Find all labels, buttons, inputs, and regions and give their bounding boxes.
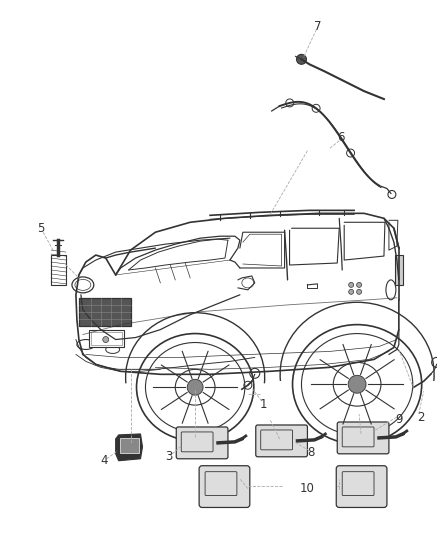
- Text: 7: 7: [314, 20, 321, 33]
- FancyBboxPatch shape: [120, 439, 139, 453]
- Polygon shape: [116, 434, 142, 461]
- Text: 8: 8: [308, 446, 315, 459]
- FancyBboxPatch shape: [199, 466, 250, 507]
- FancyBboxPatch shape: [256, 425, 307, 457]
- Circle shape: [349, 282, 353, 287]
- Circle shape: [297, 54, 307, 64]
- Circle shape: [357, 289, 362, 294]
- Text: 3: 3: [166, 450, 173, 463]
- Text: 10: 10: [300, 482, 315, 495]
- Text: 4: 4: [100, 454, 107, 467]
- FancyBboxPatch shape: [336, 466, 387, 507]
- FancyBboxPatch shape: [337, 422, 389, 454]
- Circle shape: [348, 375, 366, 393]
- FancyBboxPatch shape: [176, 427, 228, 459]
- Circle shape: [187, 379, 203, 395]
- Text: 2: 2: [417, 410, 424, 424]
- Text: 9: 9: [395, 413, 403, 425]
- Text: 6: 6: [337, 131, 345, 144]
- FancyBboxPatch shape: [79, 298, 131, 326]
- Text: 5: 5: [37, 222, 45, 235]
- FancyBboxPatch shape: [89, 329, 124, 348]
- Circle shape: [103, 336, 109, 343]
- Circle shape: [357, 282, 362, 287]
- Text: 1: 1: [260, 398, 268, 410]
- Circle shape: [349, 289, 353, 294]
- FancyBboxPatch shape: [395, 255, 403, 285]
